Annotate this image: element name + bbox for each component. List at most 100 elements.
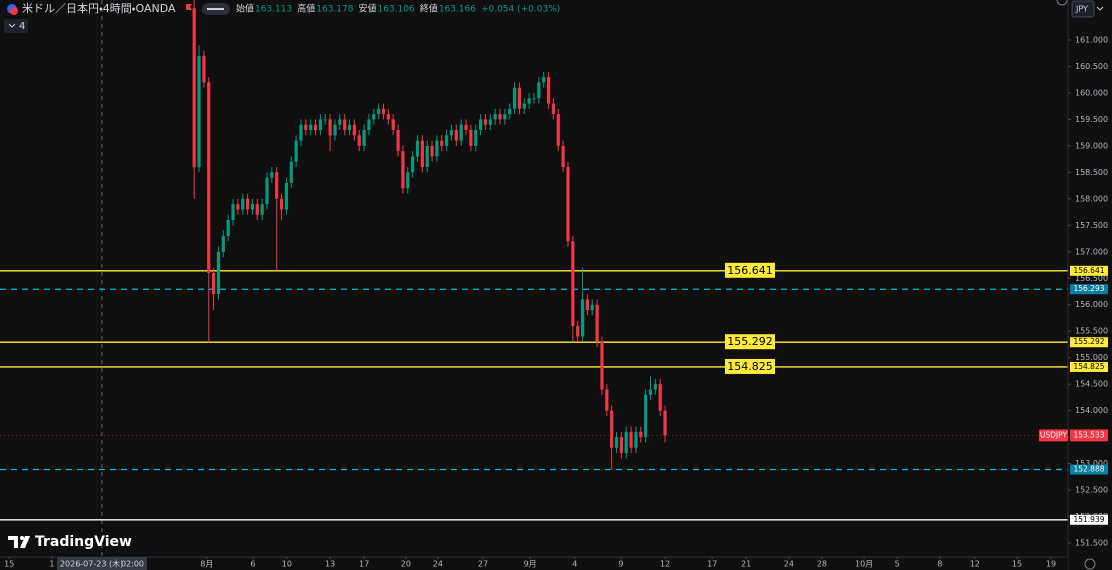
x-tick-label: 10 — [282, 560, 292, 569]
crosshair-time: 02:00 — [121, 560, 144, 569]
candle-body — [313, 124, 318, 130]
candle-body — [663, 410, 667, 436]
ohlc-value: 163.113 — [255, 5, 292, 15]
candle-body — [212, 272, 216, 295]
candle-body — [498, 114, 502, 120]
flag-icon[interactable] — [186, 4, 192, 10]
candle-body — [537, 82, 541, 99]
candle-body — [197, 55, 201, 168]
symbol-title[interactable]: 米ドル／日本円・4時間・OANDA — [22, 1, 176, 15]
candle-body — [508, 108, 512, 115]
candle-body — [396, 129, 400, 152]
candle-body — [556, 114, 560, 146]
candle-body — [260, 204, 264, 215]
candle-body — [600, 341, 604, 390]
candle-body — [479, 119, 483, 130]
candle-body — [265, 177, 269, 205]
candle-body — [576, 325, 580, 337]
candle-body — [629, 431, 633, 448]
candle-body — [372, 114, 376, 120]
candle-body — [216, 251, 221, 295]
axis-level-label: 156.641 — [1073, 266, 1104, 275]
level-tag: 155.292 — [727, 335, 773, 348]
candle-body — [595, 304, 599, 342]
y-tick-label: 156.000 — [1075, 300, 1108, 309]
x-tick-label: 24 — [784, 560, 794, 569]
x-tick-label: 19 — [1046, 560, 1056, 569]
y-tick-label: 155.000 — [1075, 353, 1108, 362]
axis-settings[interactable] — [1084, 558, 1096, 570]
candle-body — [207, 82, 211, 273]
candle-body — [352, 124, 356, 136]
level-tag: 154.825 — [727, 360, 773, 373]
logo-icon — [20, 536, 24, 540]
x-tick-label: 12 — [660, 560, 670, 569]
candle-body — [445, 135, 449, 146]
candle-body — [566, 167, 570, 242]
x-tick-label: 17 — [707, 560, 717, 569]
x-tick-label: 12 — [970, 560, 980, 569]
logo[interactable]: TradingView — [35, 534, 132, 550]
x-tick-label: 9 — [618, 560, 623, 569]
last-price-name: USDJPY — [1040, 430, 1068, 439]
candle-body — [585, 299, 589, 311]
candle-body — [323, 119, 327, 121]
ohlc: 始値 163.113 高値 163.178 安値 163.106 終値 163.166 +0.0… — [236, 3, 560, 15]
settings-icon[interactable] — [1056, 0, 1068, 6]
y-tick-label: 152.500 — [1075, 486, 1108, 495]
ohlc-label: 安値 — [358, 3, 376, 15]
candle-body — [338, 119, 342, 125]
candle-body — [614, 437, 619, 448]
candle-body — [318, 119, 322, 130]
chevron — [1096, 6, 1104, 11]
candle-body — [644, 394, 648, 438]
axis-level-label: 155.292 — [1073, 337, 1104, 346]
candle-body — [386, 114, 390, 120]
axis-level-label: 156.293 — [1073, 284, 1104, 293]
candle-body — [420, 140, 424, 168]
candle-body — [343, 119, 347, 130]
symbol-icon — [10, 7, 18, 15]
candle-body — [328, 119, 332, 136]
candle-body — [347, 124, 352, 130]
candle-body — [624, 431, 628, 454]
y-tick-label: 155.500 — [1075, 327, 1108, 336]
axis-level-bg — [1070, 337, 1108, 348]
y-tick-label: 160.000 — [1075, 88, 1108, 97]
time-axis-bg — [0, 557, 1068, 570]
x-tick-label: 21 — [741, 560, 751, 569]
candle-body — [381, 108, 386, 115]
candle-body — [299, 124, 303, 141]
last-price: 153.533 — [1073, 430, 1104, 439]
y-tick-label: 154.500 — [1075, 380, 1108, 389]
axes: 161.000 160.500 160.000 159.500 159.000 158.5… — [4, 35, 1108, 570]
candle-body — [517, 87, 522, 109]
currency-button[interactable] — [1071, 0, 1095, 18]
candle-body — [522, 103, 526, 109]
indicator-toggle[interactable] — [4, 19, 28, 33]
candle-body — [551, 103, 556, 115]
level-tag: 156.641 — [727, 264, 773, 277]
x-tick-label: 9月 — [524, 560, 537, 569]
candle-body — [610, 410, 614, 448]
last-price-bg — [1070, 429, 1108, 442]
x-tick-label: 1 — [49, 560, 54, 569]
candle-body — [245, 198, 250, 210]
x-tick-label: 10月 — [855, 560, 873, 569]
candle-body — [561, 145, 565, 168]
x-tick-label: 8月 — [200, 560, 213, 569]
candle-body — [250, 204, 255, 210]
y-tick-label: 158.500 — [1075, 168, 1108, 177]
ohlc-label: 終値 — [420, 3, 438, 15]
x-tick-label: 6 — [250, 560, 255, 569]
axis-level-label: 151.939 — [1073, 515, 1104, 524]
candle-body — [333, 124, 337, 136]
level-tag-bg — [725, 358, 775, 374]
candle-body — [653, 384, 657, 390]
candle-body — [512, 87, 517, 109]
candle-body — [430, 145, 434, 157]
x-tick-label: 15 — [4, 560, 14, 569]
chevron — [8, 23, 16, 28]
